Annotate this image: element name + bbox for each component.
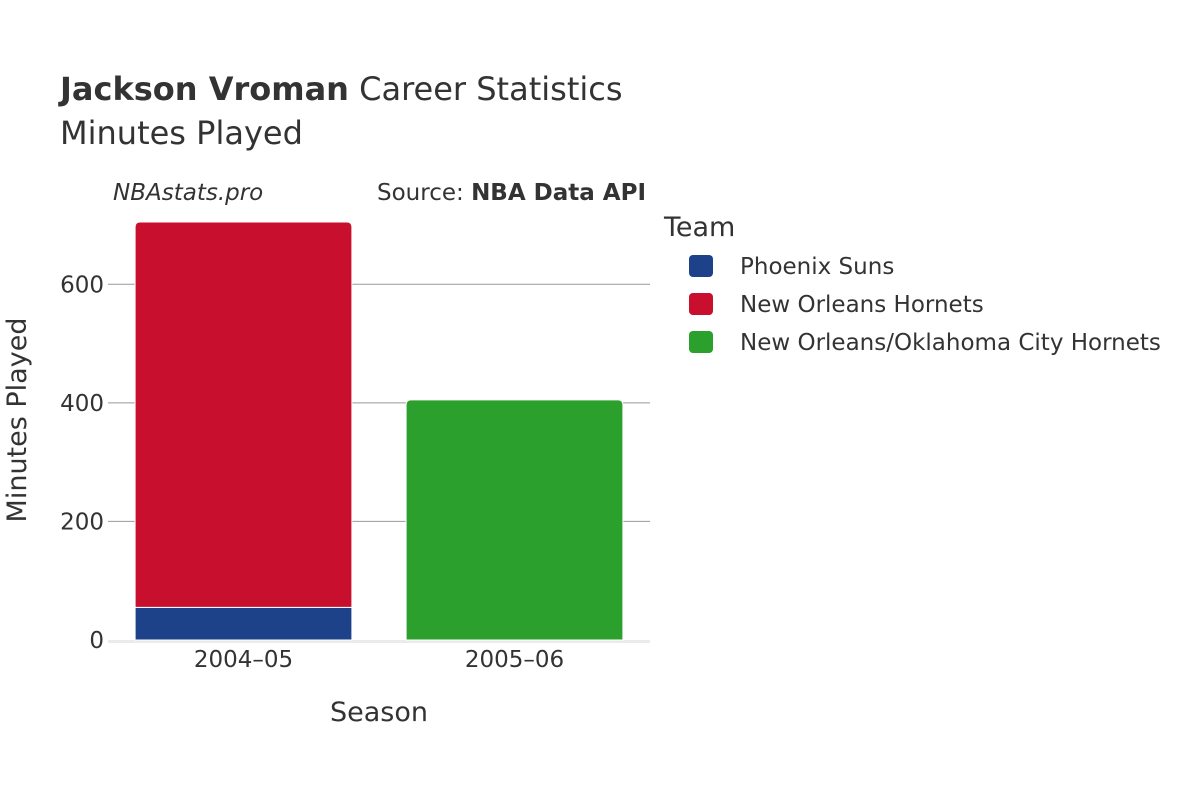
legend-item[interactable]: New Orleans Hornets — [689, 292, 984, 318]
bar-segment — [134, 606, 353, 641]
legend-swatch — [689, 331, 713, 353]
y-tick-label: 200 — [60, 509, 104, 535]
legend-items: Phoenix Suns New Orleans Hornets New Orlea… — [689, 254, 1161, 356]
chart-title-rest: Career Statistics — [349, 70, 623, 108]
legend-title: Team — [663, 212, 735, 243]
bars — [134, 221, 624, 641]
chart-header: Jackson Vroman Career Statistics Minutes… — [58, 70, 623, 152]
site-credit: NBAstats.pro — [113, 180, 263, 206]
y-axis-title: Minutes Played — [2, 318, 33, 523]
legend-label: Phoenix Suns — [740, 254, 894, 280]
source-name: NBA Data API — [471, 180, 646, 206]
legend-swatch — [689, 255, 713, 277]
legend-item[interactable]: New Orleans/Oklahoma City Hornets — [689, 330, 1161, 356]
legend-label: New Orleans/Oklahoma City Hornets — [740, 330, 1161, 356]
legend-label: New Orleans Hornets — [740, 292, 984, 318]
chart-title: Jackson Vroman Career Statistics — [58, 70, 623, 108]
plot-credits: NBAstats.pro Source: NBA Data API — [113, 180, 646, 206]
y-tick-label: 400 — [60, 391, 104, 417]
y-tick-labels: 0 200 400 600 — [60, 272, 104, 654]
source-credit: Source: NBA Data API — [377, 180, 646, 206]
bar-segment — [134, 221, 353, 608]
chart-title-player: Jackson Vroman — [58, 70, 349, 108]
legend-swatch — [689, 293, 713, 315]
x-axis-title: Season — [330, 697, 428, 728]
y-tick-label: 0 — [89, 628, 104, 654]
bar-segment — [405, 399, 624, 641]
legend: Team Phoenix Suns New Orleans Hornets New … — [663, 212, 1161, 356]
legend-item[interactable]: Phoenix Suns — [689, 254, 894, 280]
x-tick-label: 2005–06 — [465, 647, 564, 673]
source-label: Source: — [377, 180, 471, 206]
chart-subtitle: Minutes Played — [60, 114, 303, 152]
x-tick-labels: 2004–05 2005–06 — [194, 647, 564, 673]
x-tick-label: 2004–05 — [194, 647, 293, 673]
y-tick-label: 600 — [60, 272, 104, 298]
